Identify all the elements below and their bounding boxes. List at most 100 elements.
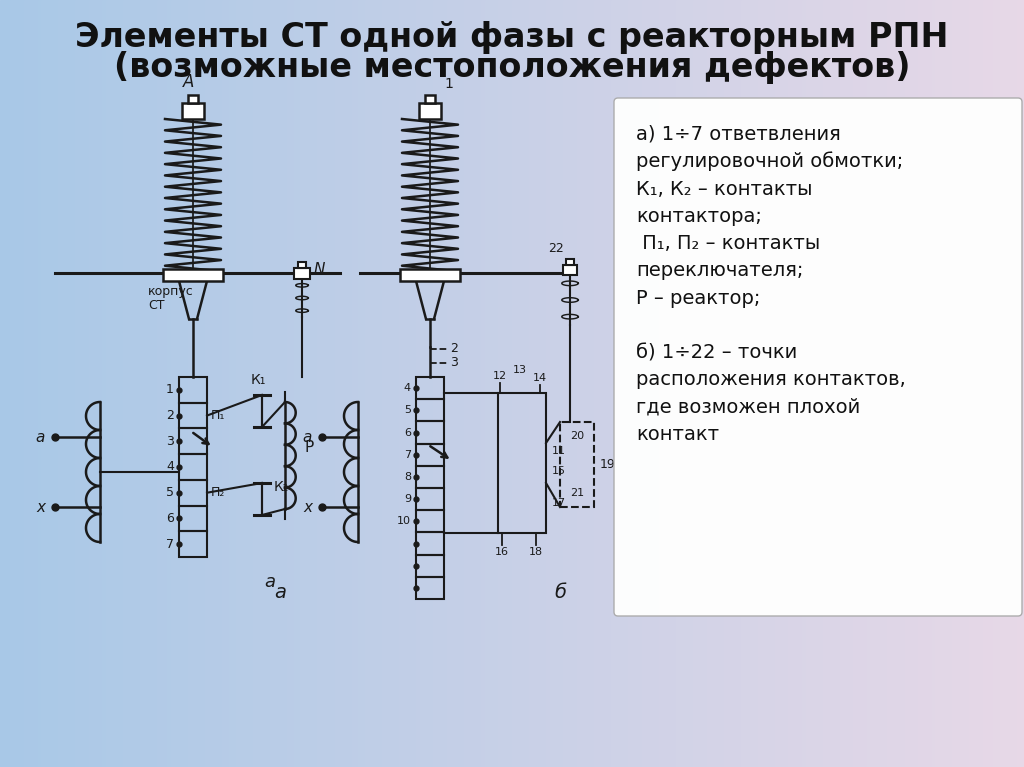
Bar bbox=[683, 0, 687, 767]
Bar bbox=[280, 0, 285, 767]
Bar bbox=[451, 0, 455, 767]
Bar bbox=[416, 555, 444, 577]
Bar bbox=[737, 0, 741, 767]
Bar bbox=[857, 0, 861, 767]
Bar bbox=[771, 0, 776, 767]
Bar bbox=[1011, 0, 1015, 767]
Bar bbox=[163, 269, 223, 281]
Text: 20: 20 bbox=[570, 431, 584, 441]
Bar bbox=[860, 0, 864, 767]
Bar bbox=[232, 0, 237, 767]
Text: 19: 19 bbox=[600, 458, 615, 471]
Bar bbox=[911, 0, 915, 767]
Bar bbox=[642, 0, 646, 767]
Bar bbox=[724, 0, 728, 767]
Text: 16: 16 bbox=[495, 547, 509, 557]
Bar bbox=[430, 0, 434, 767]
Bar bbox=[79, 0, 83, 767]
Bar bbox=[72, 0, 76, 767]
Bar bbox=[154, 0, 158, 767]
Bar bbox=[1007, 0, 1012, 767]
Bar bbox=[358, 0, 362, 767]
Bar bbox=[474, 0, 479, 767]
Bar bbox=[812, 0, 817, 767]
Bar bbox=[392, 0, 397, 767]
Bar bbox=[297, 0, 301, 767]
Bar bbox=[335, 0, 339, 767]
Bar bbox=[34, 0, 39, 767]
Bar bbox=[379, 0, 383, 767]
Text: 13: 13 bbox=[513, 365, 527, 375]
Bar bbox=[10, 0, 14, 767]
Bar bbox=[179, 403, 207, 429]
Bar bbox=[331, 0, 336, 767]
Bar bbox=[464, 0, 469, 767]
Bar bbox=[151, 0, 155, 767]
Bar bbox=[246, 0, 250, 767]
Bar bbox=[614, 0, 618, 767]
Bar bbox=[847, 0, 851, 767]
Bar bbox=[529, 0, 534, 767]
Bar bbox=[310, 0, 315, 767]
Bar bbox=[31, 0, 35, 767]
Bar bbox=[400, 269, 460, 281]
Bar bbox=[51, 0, 55, 767]
Text: 7: 7 bbox=[166, 538, 174, 551]
Bar bbox=[284, 0, 288, 767]
Bar bbox=[7, 0, 11, 767]
Bar bbox=[693, 0, 697, 767]
Bar bbox=[239, 0, 244, 767]
Bar bbox=[177, 0, 182, 767]
Bar bbox=[276, 0, 281, 767]
Bar bbox=[416, 466, 444, 488]
Bar bbox=[164, 0, 168, 767]
Bar bbox=[99, 0, 103, 767]
Text: 1: 1 bbox=[166, 384, 174, 397]
Text: б: б bbox=[554, 582, 566, 601]
Bar bbox=[837, 0, 841, 767]
Bar bbox=[676, 0, 680, 767]
Bar bbox=[348, 0, 352, 767]
Bar bbox=[243, 0, 247, 767]
Text: Р: Р bbox=[305, 440, 314, 455]
Bar bbox=[509, 0, 513, 767]
Bar bbox=[744, 0, 749, 767]
Bar bbox=[663, 0, 667, 767]
Text: П₁: П₁ bbox=[211, 409, 225, 422]
Bar bbox=[1014, 0, 1018, 767]
Bar bbox=[822, 0, 827, 767]
Bar bbox=[515, 0, 520, 767]
Bar bbox=[498, 393, 546, 533]
Bar bbox=[437, 0, 441, 767]
Bar bbox=[607, 0, 612, 767]
Bar bbox=[959, 0, 964, 767]
Bar bbox=[775, 0, 779, 767]
Bar bbox=[648, 0, 653, 767]
Bar bbox=[120, 0, 124, 767]
Text: 6: 6 bbox=[404, 427, 411, 437]
Bar bbox=[973, 0, 977, 767]
Bar bbox=[198, 0, 203, 767]
Bar bbox=[755, 0, 759, 767]
Text: 4: 4 bbox=[403, 383, 411, 393]
Bar bbox=[416, 488, 444, 510]
Bar bbox=[734, 0, 738, 767]
Bar bbox=[273, 0, 278, 767]
Bar bbox=[696, 0, 700, 767]
Bar bbox=[423, 0, 428, 767]
Bar bbox=[54, 0, 59, 767]
Text: 21: 21 bbox=[570, 488, 584, 498]
Bar bbox=[955, 0, 961, 767]
Bar bbox=[419, 103, 441, 119]
Bar bbox=[853, 0, 858, 767]
Bar bbox=[85, 0, 90, 767]
Bar bbox=[904, 0, 909, 767]
Text: 5: 5 bbox=[404, 405, 411, 415]
Bar bbox=[714, 0, 718, 767]
Bar bbox=[447, 0, 452, 767]
Bar bbox=[867, 0, 871, 767]
Bar bbox=[269, 0, 274, 767]
Bar bbox=[182, 103, 204, 119]
Bar bbox=[976, 0, 981, 767]
Text: корпус: корпус bbox=[148, 285, 194, 298]
